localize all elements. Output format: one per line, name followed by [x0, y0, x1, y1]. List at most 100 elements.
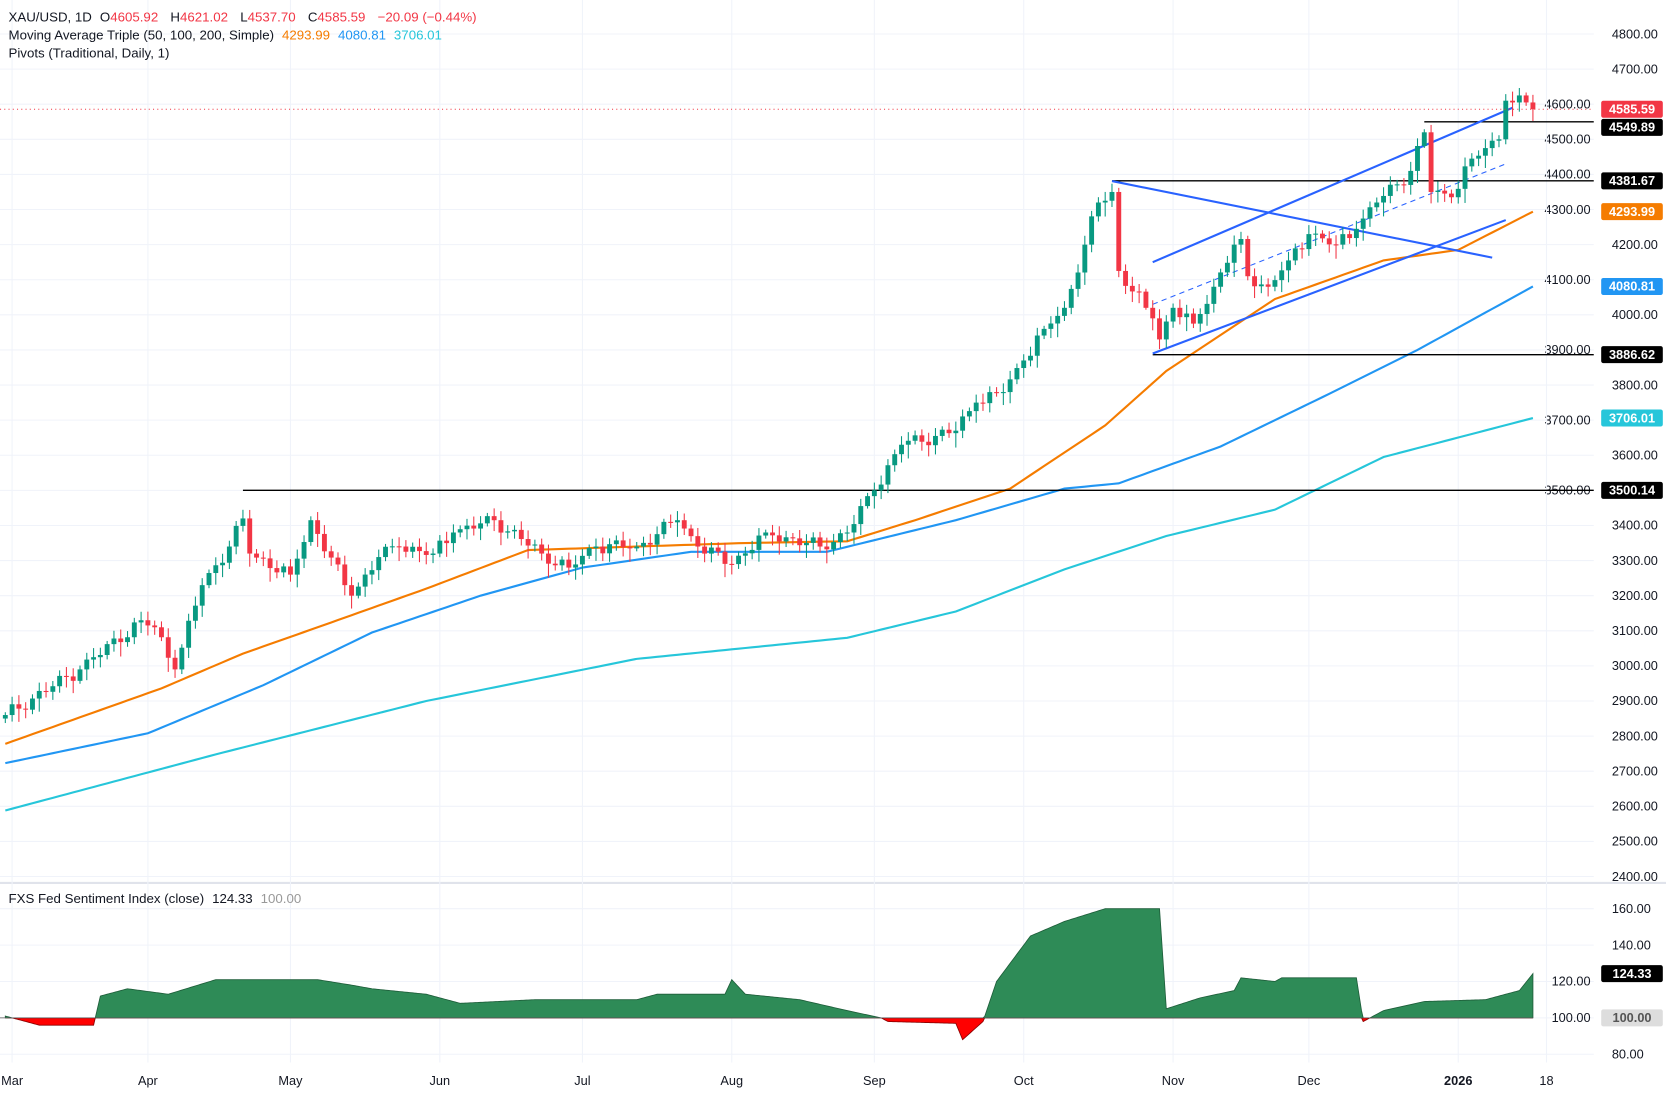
- close-label: C: [307, 9, 318, 25]
- price-tick-label: 2900.00: [1612, 693, 1658, 708]
- candle-body: [1197, 313, 1203, 324]
- candle-body: [30, 698, 35, 710]
- candle-body: [1163, 321, 1169, 340]
- time-tick-label: Sep: [863, 1073, 886, 1088]
- pivot-price-label-bg: [1601, 118, 1663, 136]
- candle-body: [647, 542, 653, 545]
- indicator-title: FXS Fed Sentiment Index (close): [8, 891, 205, 907]
- candle-body: [1462, 166, 1468, 189]
- candle-body: [1299, 248, 1305, 250]
- candle-body: [430, 553, 436, 555]
- candle-body: [484, 516, 490, 524]
- candle-body: [43, 690, 49, 693]
- candle-body: [471, 525, 477, 529]
- candle-body: [1062, 307, 1067, 316]
- candle-body: [865, 496, 871, 507]
- time-tick-label: Oct: [1014, 1073, 1034, 1088]
- indicator-baseline-label: 100.00: [1613, 1010, 1652, 1025]
- time-tick-label: Jul: [574, 1073, 590, 1088]
- candle-body: [973, 402, 979, 412]
- candle-body: [858, 506, 864, 525]
- candle-body: [1007, 379, 1013, 393]
- price-tick-label: 4700.00: [1612, 61, 1658, 76]
- candle-body: [1320, 233, 1325, 239]
- candle-body: [498, 520, 504, 533]
- ma-price-label: 4293.99: [1609, 204, 1655, 219]
- price-tick-label: 4100.00: [1544, 272, 1590, 287]
- price-tick-label: 3600.00: [1612, 448, 1658, 463]
- candle-body: [450, 532, 456, 544]
- candle-body: [1421, 132, 1427, 146]
- candle-body: [756, 535, 762, 550]
- candle-body: [1510, 100, 1515, 103]
- ma100-value: 4080.81: [337, 27, 386, 43]
- candle-body: [1367, 207, 1373, 219]
- candle-body: [1449, 193, 1454, 198]
- candle-body: [953, 430, 959, 434]
- candle-body: [16, 704, 22, 709]
- price-tick-label: 3800.00: [1612, 377, 1658, 392]
- candle-body: [1109, 191, 1115, 201]
- trendline: [1152, 106, 1513, 264]
- time-tick-label: May: [278, 1073, 303, 1088]
- candle-body: [267, 558, 273, 569]
- price-tick-label: 2800.00: [1612, 728, 1658, 743]
- candle-body: [1075, 272, 1081, 289]
- candle-body: [763, 532, 769, 536]
- candle-body: [57, 675, 63, 687]
- candle-body: [559, 559, 565, 566]
- candle-body: [844, 532, 850, 534]
- candle-body: [152, 625, 158, 628]
- candle-body: [627, 547, 633, 549]
- candle-body: [783, 537, 789, 542]
- candle-body: [1048, 323, 1054, 329]
- candle-body: [1150, 307, 1156, 319]
- candle-body: [546, 553, 551, 564]
- ma-legend[interactable]: Moving Average Triple (50, 100, 200, Sim…: [9, 27, 447, 44]
- candle-body: [817, 537, 823, 547]
- candle-body: [933, 435, 938, 446]
- candle-body: [892, 454, 898, 466]
- time-tick-label: Apr: [138, 1073, 159, 1088]
- candle-body: [1455, 188, 1461, 198]
- candle-body: [552, 563, 558, 566]
- candle-body: [1102, 200, 1108, 203]
- candle-body: [1089, 216, 1095, 245]
- ma50-value: 4293.99: [281, 27, 331, 43]
- candle-body: [1292, 248, 1298, 261]
- candle-body: [1177, 307, 1183, 318]
- indicator-legend[interactable]: FXS Fed Sentiment Index (close) 124.33 1…: [9, 890, 306, 907]
- candle-body: [1347, 234, 1353, 239]
- price-tick-label: 2700.00: [1612, 763, 1658, 778]
- candle-body: [1469, 158, 1475, 167]
- candle-body: [464, 525, 470, 530]
- candle-body: [824, 546, 830, 550]
- candle-body: [1245, 239, 1251, 277]
- candle-body: [702, 546, 708, 554]
- candle-body: [145, 620, 151, 626]
- indicator-base-value: 100.00: [260, 891, 302, 907]
- change-value: −20.09 (−0.44%): [377, 9, 477, 25]
- candle-body: [111, 638, 117, 645]
- candle-body: [491, 516, 497, 521]
- price-tick-label: 4500.00: [1544, 132, 1590, 147]
- candle-body: [1265, 284, 1271, 287]
- candle-body: [91, 657, 97, 660]
- candle-body: [1014, 368, 1020, 380]
- symbol-title[interactable]: XAU/USD, 1D: [8, 9, 92, 25]
- candle-body: [1482, 148, 1488, 156]
- candle-body: [525, 539, 531, 546]
- candle-body: [742, 553, 748, 556]
- candle-body: [708, 547, 714, 554]
- ma-price-label-bg: [1601, 203, 1663, 221]
- pivots-title: Pivots (Traditional, Daily, 1): [8, 45, 170, 61]
- sentiment-area-negative: [5, 1017, 1533, 1041]
- candle-body: [579, 555, 585, 565]
- pivots-legend[interactable]: Pivots (Traditional, Daily, 1): [9, 45, 174, 62]
- candle-body: [240, 518, 246, 526]
- price-tick-label: 4600.00: [1544, 96, 1590, 111]
- candle-body: [321, 533, 327, 552]
- candle-body: [871, 490, 877, 497]
- price-tick-label: 4300.00: [1544, 202, 1590, 217]
